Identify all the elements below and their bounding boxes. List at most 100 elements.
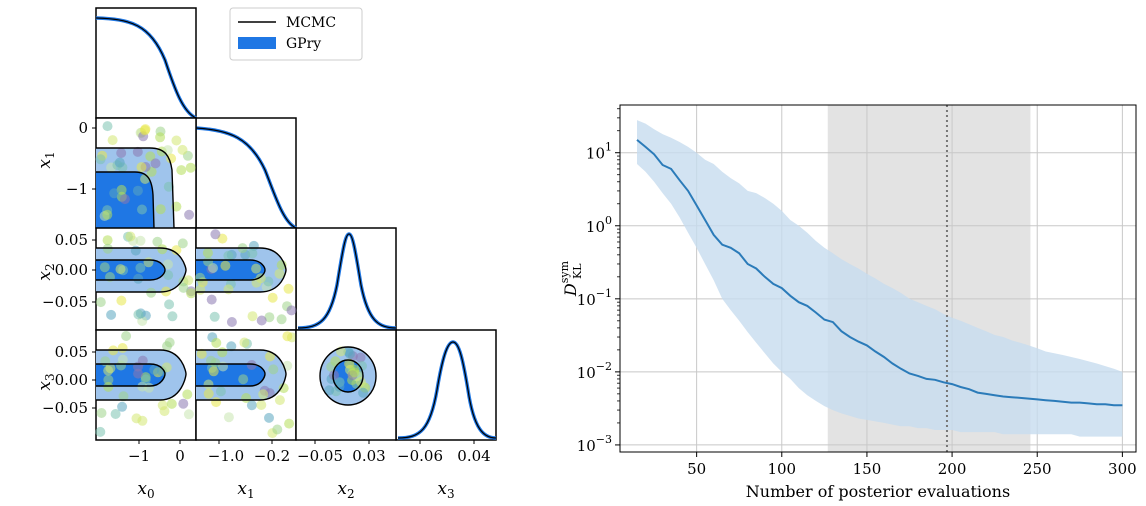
corner-plot: 0 −1 0.05 0.00 −0.05 0.05 0.00 −0.05 −1 …: [35, 7, 497, 501]
legend-gpry-label: GPry: [286, 36, 321, 52]
ytick-exp: 1: [605, 141, 612, 154]
xlabel-x3: x3: [437, 479, 454, 501]
sample-point: [121, 331, 132, 341]
sample-point: [210, 229, 221, 240]
ytick-base: 10: [586, 218, 605, 236]
sample-point: [125, 231, 136, 242]
kl-median-line: [636, 139, 1123, 407]
sample-point: [203, 379, 214, 390]
sample-point: [116, 148, 127, 158]
confidence-band: [637, 120, 1123, 437]
xlabel-x0-base: x: [137, 479, 147, 499]
sample-point: [130, 245, 141, 256]
sample-point: [103, 381, 114, 392]
xlabel-x2-base: x: [337, 479, 347, 499]
sample-point: [133, 309, 144, 320]
xtick-label: 250: [1023, 460, 1052, 478]
sample-point: [246, 360, 257, 370]
ylabel-x3-base: x: [35, 381, 55, 391]
xlabel-x2-sub: 2: [347, 487, 355, 501]
sample-point: [210, 358, 221, 368]
ytick-base: 10: [577, 364, 596, 382]
sample-point: [241, 393, 252, 403]
ylabel-x1-base: x: [35, 159, 55, 169]
sample-point: [157, 244, 168, 255]
sample-point: [177, 144, 188, 155]
sample-point: [133, 368, 144, 379]
sample-point: [324, 385, 335, 396]
joint-x2-x3-panel: [295, 329, 397, 441]
sample-point: [276, 314, 287, 325]
sample-point: [265, 351, 275, 362]
ylabel-x1-sub: 1: [43, 151, 57, 159]
sample-point: [164, 299, 175, 310]
sample-point: [167, 311, 178, 322]
sample-point: [256, 315, 267, 326]
sample-point: [184, 209, 195, 220]
x-axis-label: Number of posterior evaluations: [746, 482, 1010, 501]
ytick-x2-1: 0.00: [55, 261, 88, 279]
sample-point: [186, 288, 197, 299]
samples-x0-x3: [95, 331, 194, 437]
sample-point: [133, 273, 144, 284]
sample-point: [274, 268, 285, 279]
sample-point: [140, 374, 151, 385]
xtick-x3-1: 0.04: [457, 447, 490, 465]
ytick-x2-0: 0.05: [55, 231, 88, 249]
samples-x0-x2: [95, 231, 197, 326]
ylabel-x3: x3: [35, 373, 57, 390]
ytick-exp: −1: [596, 287, 612, 300]
sample-point: [149, 364, 160, 375]
sample-point: [110, 409, 121, 419]
sample-point: [223, 412, 234, 423]
sample-point: [155, 204, 166, 215]
ytick-label: 10−3: [577, 433, 612, 455]
sample-point: [358, 387, 369, 398]
sample-point: [171, 135, 182, 146]
sample-point: [136, 162, 147, 173]
sample-point: [267, 292, 278, 303]
xtick-label: 50: [687, 460, 706, 478]
sample-point: [96, 408, 107, 418]
sample-point: [178, 282, 189, 293]
sample-point: [166, 398, 177, 409]
sample-point: [208, 366, 219, 377]
sample-point: [150, 158, 161, 169]
median-line: [636, 139, 1123, 407]
xtick-label: 200: [938, 460, 967, 478]
sample-point: [195, 284, 206, 295]
marginal-x3-panel: [395, 329, 497, 441]
ytick-x3-0: 0.05: [55, 343, 88, 361]
corner-tick-marks: [92, 127, 475, 444]
xlabel-x0: x0: [137, 479, 154, 501]
xtick-label: 100: [767, 460, 796, 478]
marginal-x0-panel: [95, 7, 197, 120]
joint-x1-x2-panel: [195, 227, 297, 331]
sample-point: [247, 311, 258, 322]
sample-point: [152, 236, 163, 247]
sample-point: [264, 312, 275, 323]
xtick-x2-0: −0.05: [297, 447, 343, 465]
ytick-x3-1: 0.00: [55, 371, 88, 389]
sample-point: [131, 413, 142, 424]
sample-point: [258, 389, 269, 400]
ylabel-base: D: [561, 283, 580, 297]
joint-x1-x3-panel: [195, 329, 297, 441]
kl-confidence-band: [637, 120, 1123, 437]
sample-point: [99, 262, 110, 273]
ytick-x3-2: −0.05: [42, 399, 88, 417]
sample-point: [106, 309, 117, 320]
sample-point: [247, 248, 258, 259]
sample-point: [344, 348, 355, 359]
sample-point: [107, 135, 118, 146]
sample-point: [278, 383, 289, 394]
sample-point: [206, 294, 217, 305]
legend-gpry-swatch: [238, 37, 276, 49]
sample-point: [349, 367, 360, 378]
ylabel-sub: KL: [571, 263, 584, 279]
sample-point: [202, 247, 213, 258]
sample-point: [95, 297, 106, 308]
sample-point: [95, 154, 106, 165]
sample-point: [132, 146, 143, 157]
